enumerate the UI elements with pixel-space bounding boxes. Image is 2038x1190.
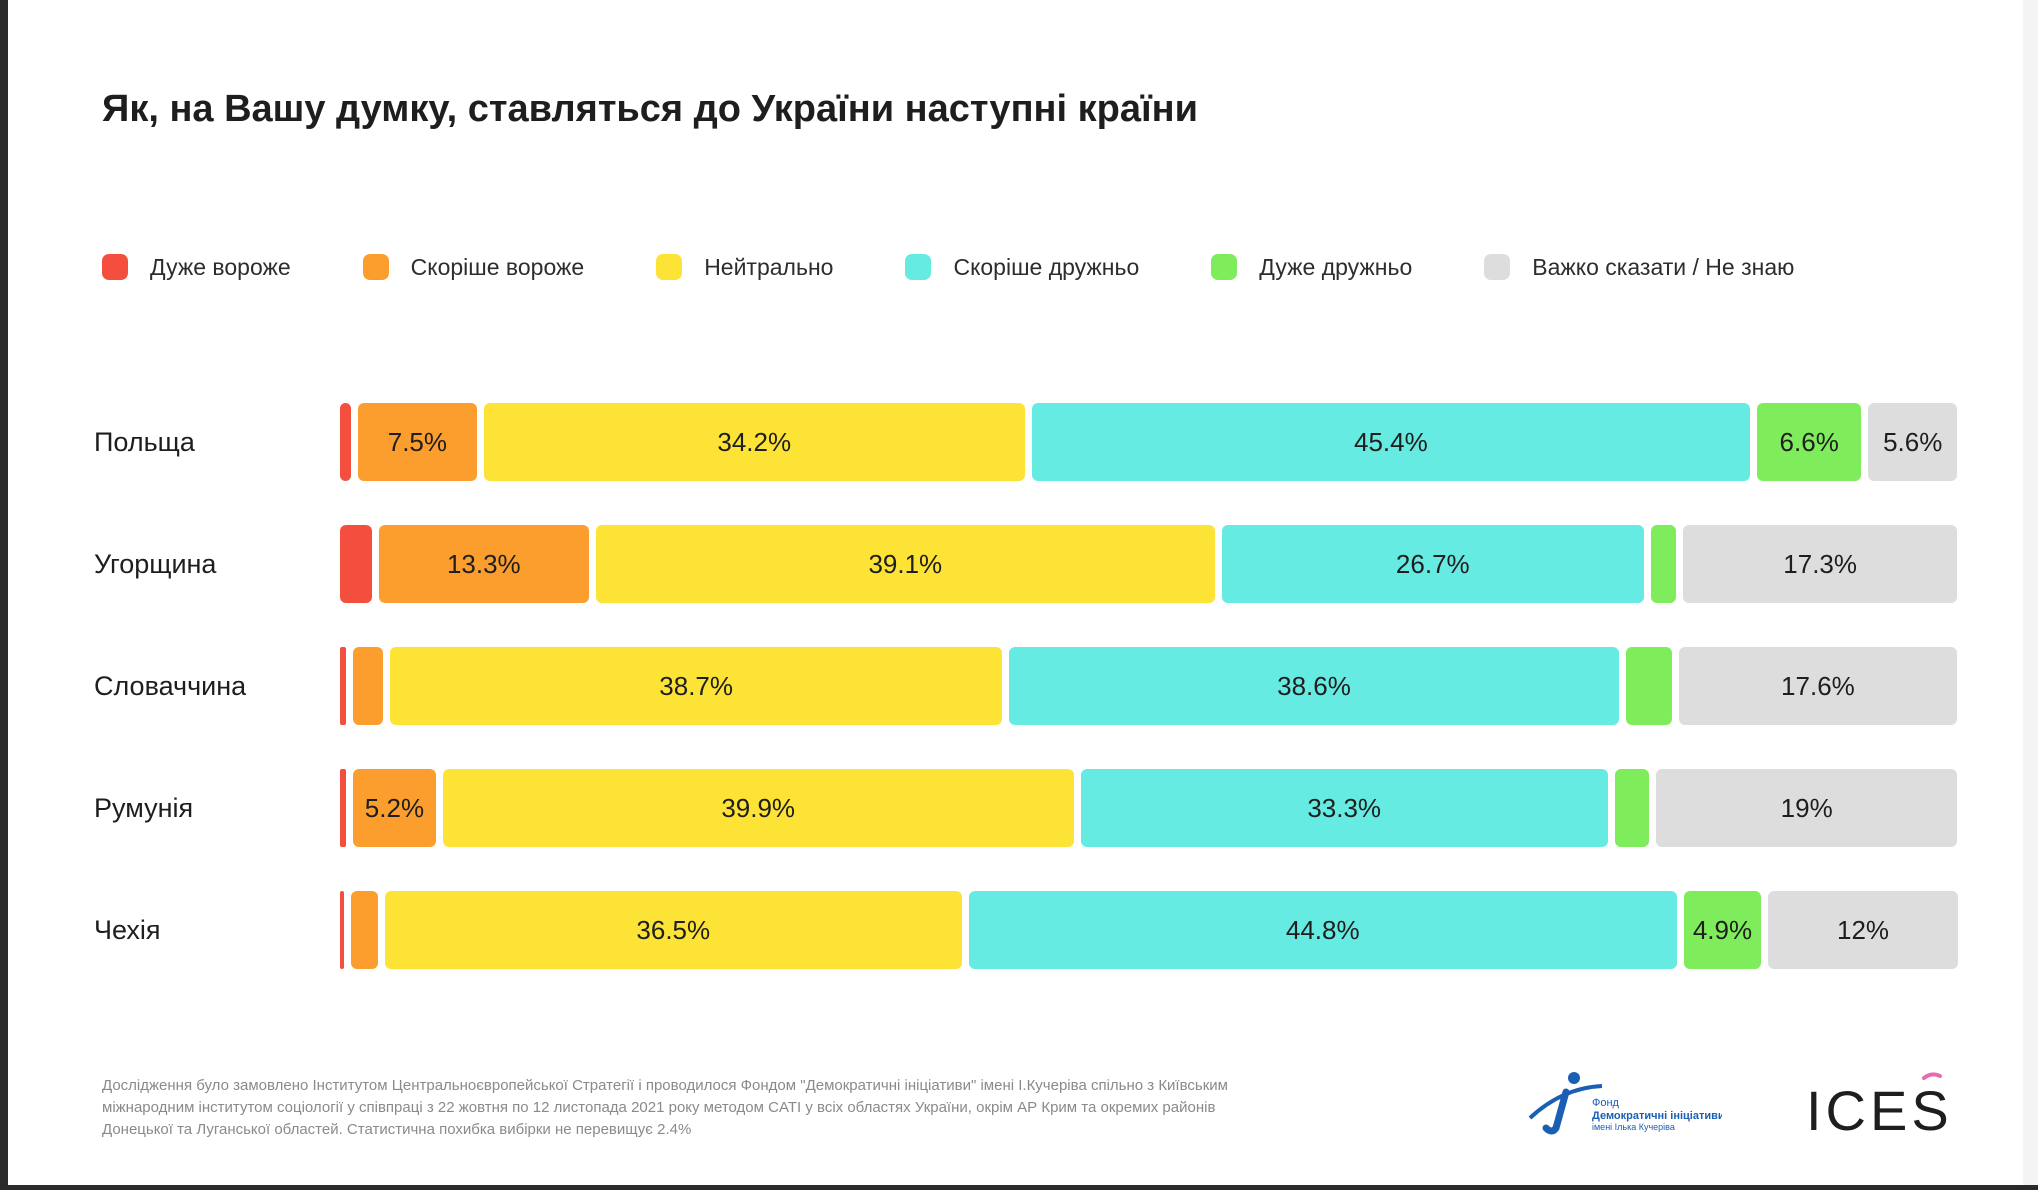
- legend-item: Скоріше дружньо: [905, 254, 1139, 281]
- stacked-bar: 5.2% 39.9% 33.3% 19%: [340, 769, 1957, 847]
- data-label: 7.5%: [387, 426, 448, 457]
- data-label: 38.7%: [659, 670, 734, 701]
- data-label: 12%: [1836, 914, 1890, 945]
- data-label: 19%: [1780, 792, 1833, 823]
- category-label: Чехія: [94, 915, 161, 945]
- slide: Як, на Вашу думку, ставляться до України…: [8, 0, 2023, 1185]
- dif-logo-line3: імені Ілька Кучеріва: [1592, 1122, 1675, 1132]
- data-label: 34.2%: [717, 426, 792, 457]
- data-label: 33.3%: [1307, 792, 1382, 823]
- legend-item: Важко сказати / Не знаю: [1484, 254, 1794, 281]
- category-label: Румунія: [94, 793, 194, 823]
- bar-segment: 19%: [1656, 769, 1957, 847]
- bar-segment: [1626, 647, 1672, 725]
- bar-row: Чехія 36.5% 44.8% 4.9% 12%: [8, 891, 2023, 969]
- data-label: 17.6%: [1781, 670, 1855, 701]
- bar-segment: 36.5%: [384, 891, 962, 969]
- data-label: 5.6%: [1883, 426, 1943, 457]
- legend-swatch: [1211, 254, 1238, 280]
- bar-segment: 13.3%: [378, 525, 590, 603]
- bar-row: Румунія 5.2% 39.9% 33.3% 19%: [8, 769, 2023, 847]
- bar-segment: [340, 647, 347, 725]
- category-label: Угорщина: [94, 549, 217, 579]
- bar-segment: 34.2%: [483, 403, 1025, 481]
- bar-segment: 17.6%: [1678, 647, 1957, 725]
- legend-swatch: [102, 254, 128, 280]
- legend: Дуже вороже Скоріше вороже Нейтрально Скорі…: [102, 250, 1866, 284]
- bar-segment: 4.9%: [1683, 891, 1762, 969]
- legend-label: Скоріше дружньо: [953, 253, 1140, 280]
- data-label: 17.3%: [1783, 548, 1858, 579]
- legend-item: Дуже вороже: [102, 254, 291, 281]
- data-label: 6.6%: [1779, 426, 1839, 457]
- stacked-bar: 7.5% 34.2% 45.4% 6.6% 5.6%: [340, 403, 1957, 481]
- legend-label: Дуже дружньо: [1259, 253, 1413, 280]
- dif-logo: Фонд Демократичні ініціативи імені Ілька…: [1528, 1072, 1722, 1135]
- chart-title: Як, на Вашу думку, ставляться до України…: [102, 88, 1198, 130]
- bar-segment: [340, 769, 347, 847]
- stacked-bar: 38.7% 38.6% 17.6%: [340, 647, 1957, 725]
- legend-item: Дуже дружньо: [1211, 254, 1412, 281]
- data-label: 38.6%: [1277, 670, 1351, 701]
- bar-segment: 44.8%: [968, 891, 1677, 969]
- data-label: 36.5%: [636, 914, 711, 945]
- bar-segment: 7.5%: [358, 403, 477, 481]
- bar-segment: 5.6%: [1868, 403, 1957, 481]
- data-label: 13.3%: [446, 548, 521, 579]
- data-label: 5.2%: [364, 792, 425, 823]
- data-label: 45.4%: [1354, 426, 1428, 457]
- data-label: 39.1%: [868, 548, 943, 579]
- data-label: 26.7%: [1395, 548, 1470, 579]
- legend-swatch: [905, 254, 932, 280]
- category-label: Польща: [94, 427, 195, 457]
- footnote: Дослідження було замовлено Інститутом Це…: [102, 1077, 1228, 1138]
- data-label: 39.9%: [721, 792, 796, 823]
- ices-logo-text: ICES: [1806, 1079, 1953, 1142]
- bar-segment: 5.2%: [353, 769, 436, 847]
- bar-segment: [340, 403, 352, 481]
- legend-item: Нейтрально: [656, 254, 833, 281]
- bar-segment: 39.9%: [442, 769, 1074, 847]
- bar-segment: [1651, 525, 1677, 603]
- data-label: 44.8%: [1285, 914, 1360, 945]
- bar-row: Словаччина 38.7% 38.6% 17.6%: [8, 647, 2023, 725]
- stacked-bar: 36.5% 44.8% 4.9% 12%: [340, 891, 1958, 969]
- bar-segment: 38.7%: [390, 647, 1002, 725]
- bar-segment: [1614, 769, 1650, 847]
- bar-segment: 39.1%: [596, 525, 1215, 603]
- legend-item: Скоріше вороже: [362, 253, 585, 281]
- bar-segment: 33.3%: [1080, 769, 1608, 847]
- legend-label: Дуже вороже: [150, 253, 291, 280]
- ices-logo: ICES: [1806, 1072, 1953, 1142]
- legend-label: Важко сказати / Не знаю: [1532, 253, 1795, 280]
- legend-swatch: [1484, 254, 1511, 280]
- bar-segment: 45.4%: [1031, 403, 1750, 481]
- bar-segment: [351, 891, 378, 969]
- bar-segment: [340, 891, 344, 969]
- legend-label: Нейтрально: [704, 253, 834, 280]
- stacked-bar: 13.3% 39.1% 26.7% 17.3%: [340, 525, 1957, 603]
- legend-label: Скоріше вороже: [410, 253, 585, 280]
- bar-row: Польща 7.5% 34.2% 45.4% 6.6% 5.6%: [8, 403, 2023, 481]
- category-label: Словаччина: [94, 671, 247, 701]
- bar-row: Угорщина 13.3% 39.1% 26.7% 17.3%: [8, 525, 2023, 603]
- bar-segment: [340, 525, 372, 603]
- dif-logo-line1: Фонд: [1592, 1097, 1620, 1109]
- data-label: 4.9%: [1692, 914, 1753, 945]
- bar-segment: 12%: [1768, 891, 1958, 969]
- bar-segment: 38.6%: [1008, 647, 1619, 725]
- legend-swatch: [362, 254, 389, 280]
- bar-segment: [353, 647, 384, 725]
- bar-segment: 6.6%: [1756, 403, 1862, 481]
- bar-segment: 17.3%: [1683, 525, 1957, 603]
- legend-swatch: [656, 254, 683, 280]
- dif-logo-line2: Демократичні ініціативи: [1592, 1110, 1722, 1122]
- bar-segment: 26.7%: [1221, 525, 1644, 603]
